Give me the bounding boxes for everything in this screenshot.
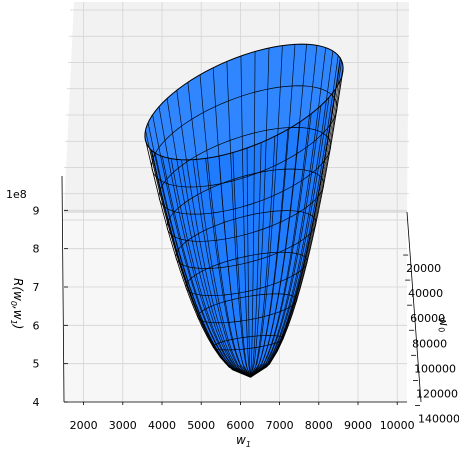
contour-line <box>185 251 308 296</box>
x-tick-label: 4000 <box>148 419 176 432</box>
contour-line <box>197 293 298 324</box>
x-tick-label: 7000 <box>266 419 294 432</box>
surface-mesh <box>144 43 344 378</box>
x-tick-label: 10000 <box>380 419 415 432</box>
contour-line <box>212 335 284 351</box>
contour-line <box>175 210 317 269</box>
x-axis-label: w1 <box>236 433 251 449</box>
y-tick-label: 100000 <box>414 362 456 375</box>
y-tick-label: 80000 <box>412 337 447 350</box>
x-tick-label: 8000 <box>305 419 333 432</box>
z-tick-label: 8 <box>33 243 40 256</box>
z-tick-label: 4 <box>33 396 40 409</box>
z-axis-line <box>61 175 65 403</box>
contour-line <box>158 127 332 215</box>
y-axis-line <box>406 211 422 403</box>
y-tick-label: 120000 <box>416 387 458 400</box>
surface-outline <box>150 58 341 378</box>
z-tick-label: 7 <box>33 281 40 294</box>
x-tick-label: 5000 <box>187 419 215 432</box>
x-tick-label: 3000 <box>109 419 137 432</box>
x-tick-label: 9000 <box>344 419 372 432</box>
x-tick-label: 6000 <box>226 419 254 432</box>
y-axis-label: w0 <box>433 315 453 334</box>
y-tick-label: 40000 <box>408 287 443 300</box>
y-tick-label: 20000 <box>406 262 441 275</box>
z-tick-label: 6 <box>33 319 40 332</box>
y-tick-label: 60000 <box>410 312 445 325</box>
x-tick-label: 2000 <box>70 419 98 432</box>
y-tick-label: 140000 <box>418 412 459 425</box>
z-offset-label: 1e8 <box>6 188 27 201</box>
contour-line <box>166 168 325 242</box>
z-axis-label: R(w0,w1) <box>9 278 25 329</box>
contour-line <box>151 85 338 188</box>
z-tick-label: 5 <box>33 358 40 371</box>
tick-labels: 2000 3000 4000 5000 6000 7000 8000 9000 10000 200… <box>33 204 459 432</box>
z-tick-label: 9 <box>33 204 40 217</box>
